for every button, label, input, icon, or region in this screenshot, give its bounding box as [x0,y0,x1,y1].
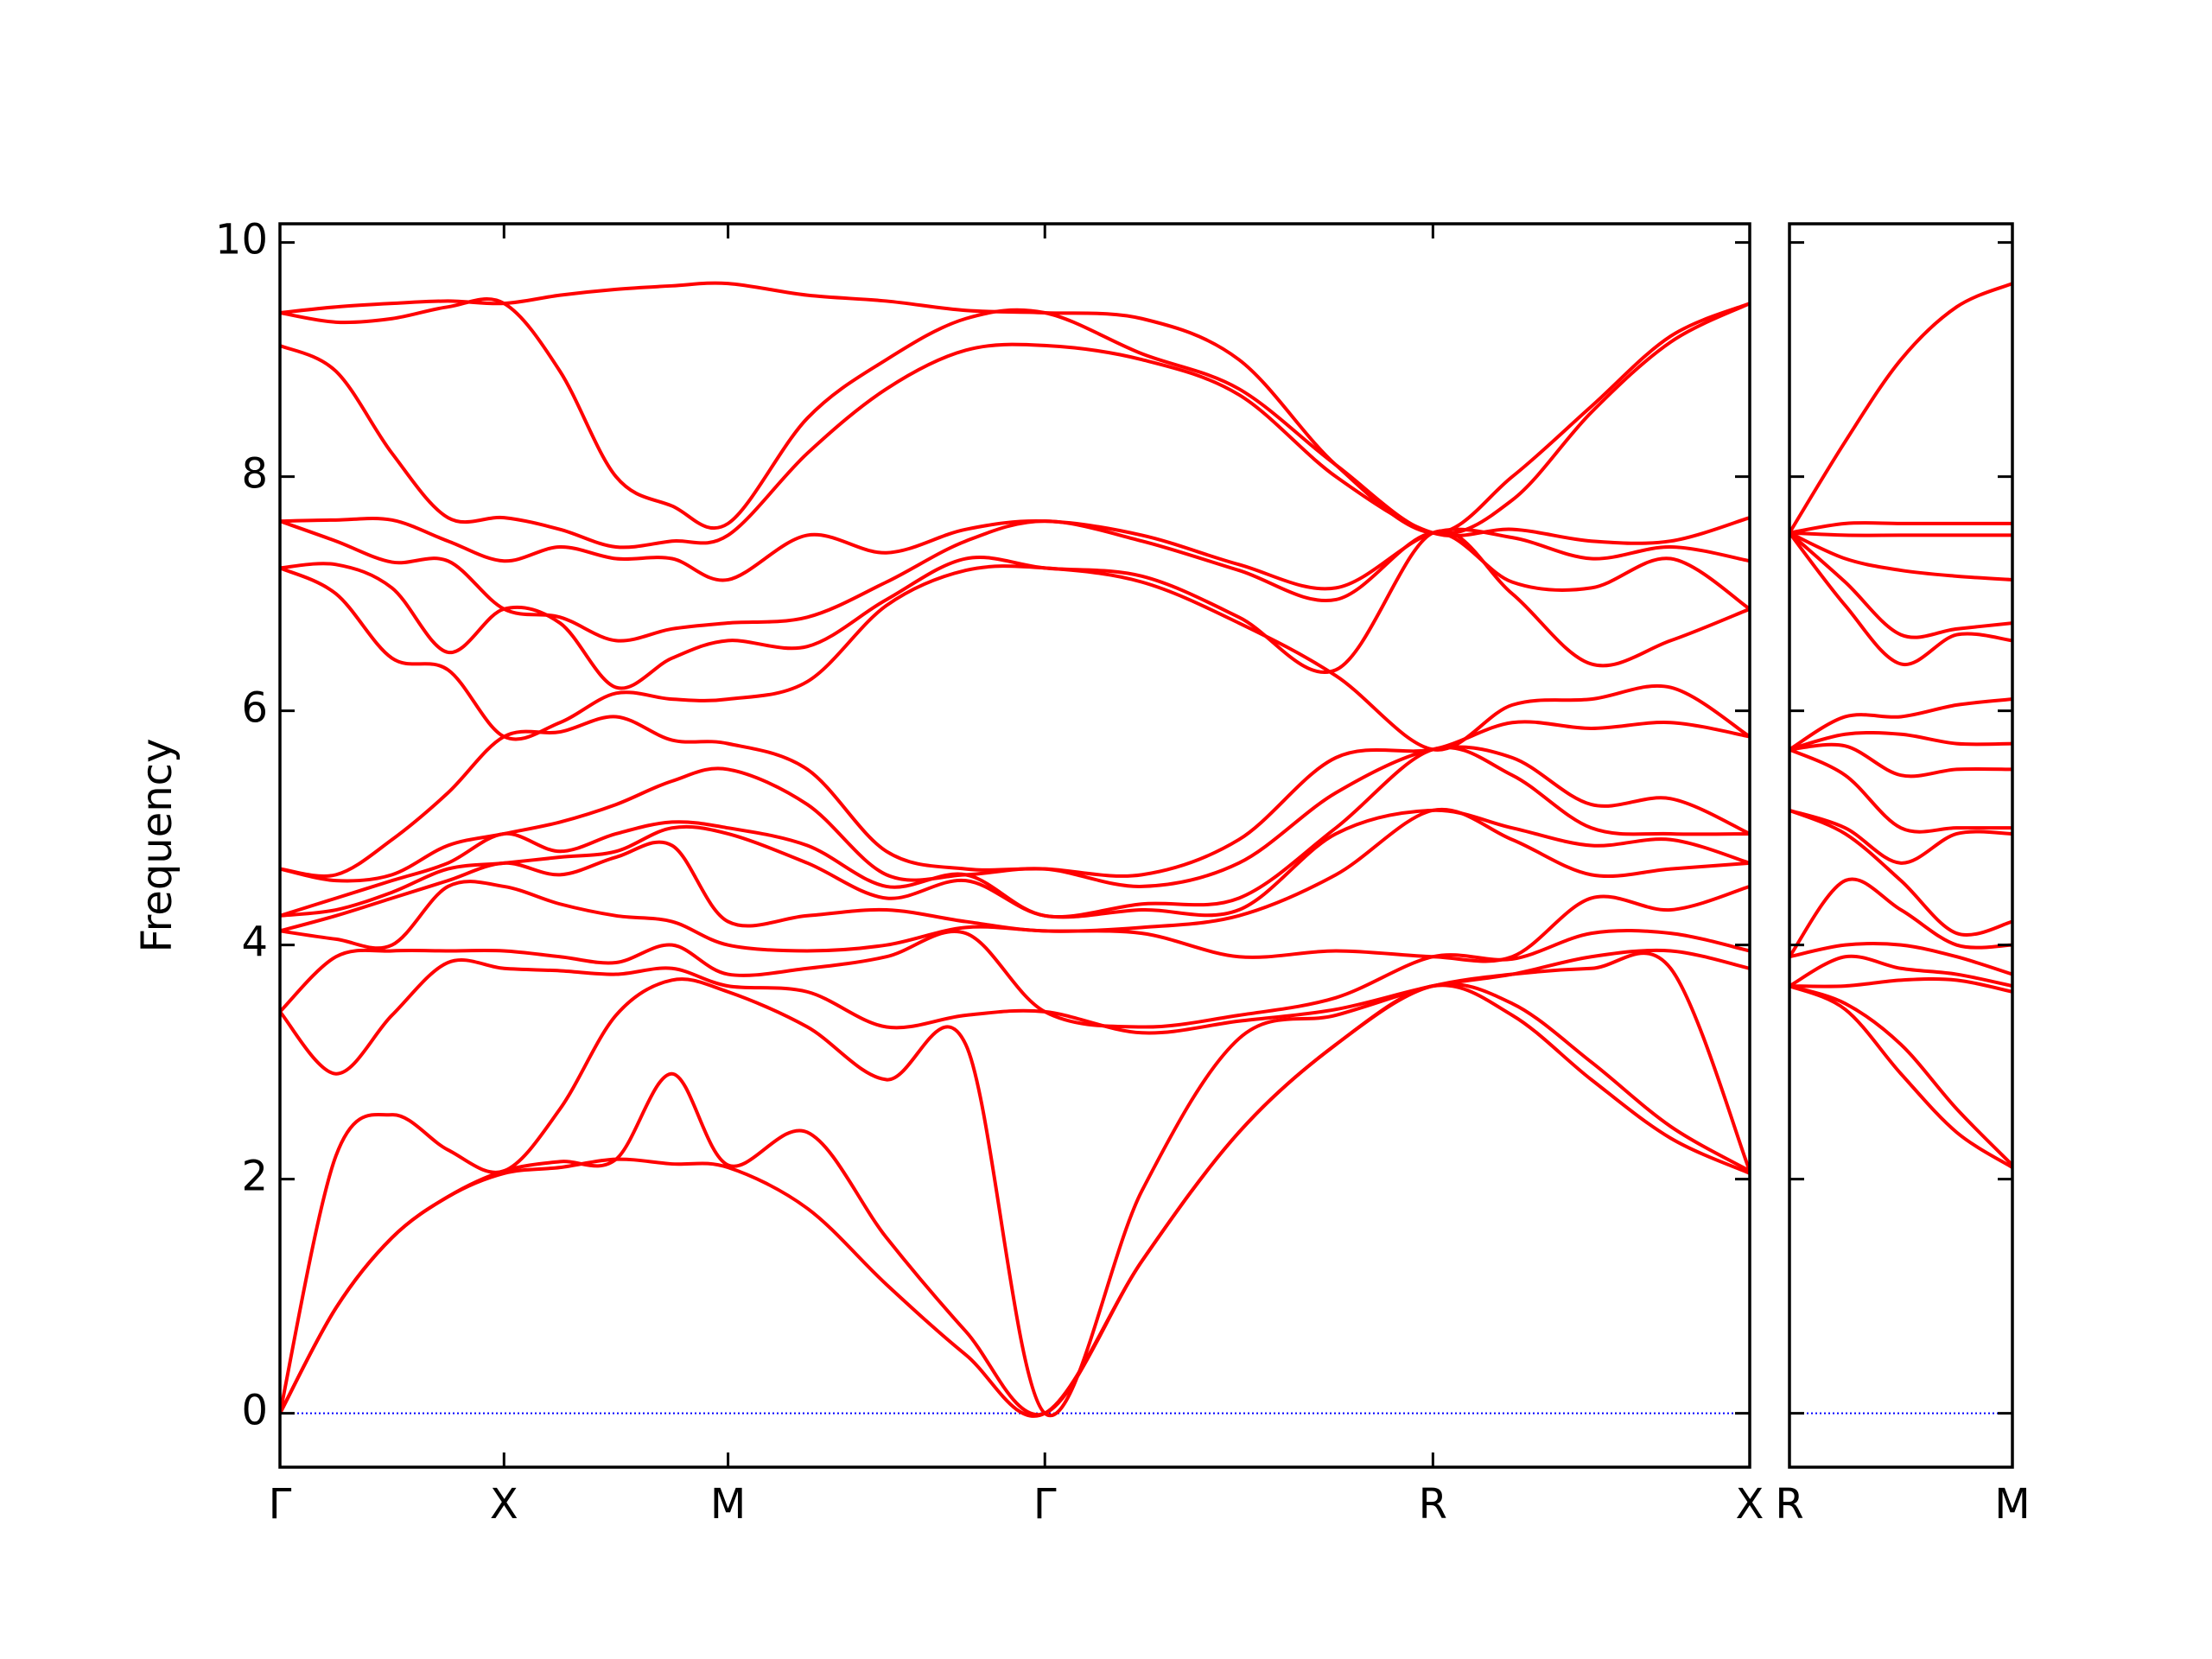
band-line [1789,977,2012,994]
band-line [1789,282,2012,534]
band-line [1789,521,2012,535]
band-line [1789,747,2012,834]
band-line [1789,984,2012,1166]
band-line [1789,697,2012,752]
band-line [1789,954,2012,988]
y-tick-label: 6 [241,684,268,733]
y-tick-label: 2 [241,1153,268,1201]
band-line [280,982,1750,1417]
band-line [280,928,1750,1029]
band-line [280,983,1750,1418]
plot-area [1789,282,2012,1414]
band-line [280,297,1750,536]
band-line [280,948,1750,1076]
x-tick-label: M [1994,1480,2030,1529]
y-tick-label: 8 [241,450,268,499]
axes-frame [278,222,1751,1469]
x-tick-label: X [490,1480,518,1529]
band-line [280,564,1750,752]
band-line [1789,531,2012,639]
x-tick-label: X [1736,1480,1764,1529]
band-line [280,808,1750,919]
band-line [280,529,1750,690]
band-line [1789,808,2012,937]
band-line [1789,942,2012,976]
band-line [280,342,1750,550]
band-line [1789,531,2012,537]
band-line [1789,984,2012,1169]
y-axis-label: Frequency [133,739,181,953]
band-line [1789,531,2012,582]
band-line [280,715,1750,878]
y-tick-label: 4 [241,918,268,967]
band-line [1789,742,2012,779]
x-tick-label: R [1775,1480,1803,1529]
y-tick-label: 0 [241,1387,268,1435]
band-line [280,516,1750,591]
x-tick-label: R [1419,1480,1447,1529]
band-line [1789,730,2012,752]
band-line [280,807,1750,933]
band-line [280,281,1750,535]
x-tick-label: Γ [1033,1480,1057,1529]
band-line [280,880,1750,963]
band-line [1789,808,2012,865]
band-line [1789,531,2012,667]
axes-frame [1788,222,2014,1469]
plot-area [280,281,1750,1418]
band-line [1789,877,2012,958]
band-line [280,745,1750,888]
band-line [280,951,1750,1418]
x-tick-label: M [710,1480,746,1529]
band-line [280,519,1750,643]
y-tick-label: 10 [215,216,268,264]
x-tick-label: Γ [269,1480,292,1529]
